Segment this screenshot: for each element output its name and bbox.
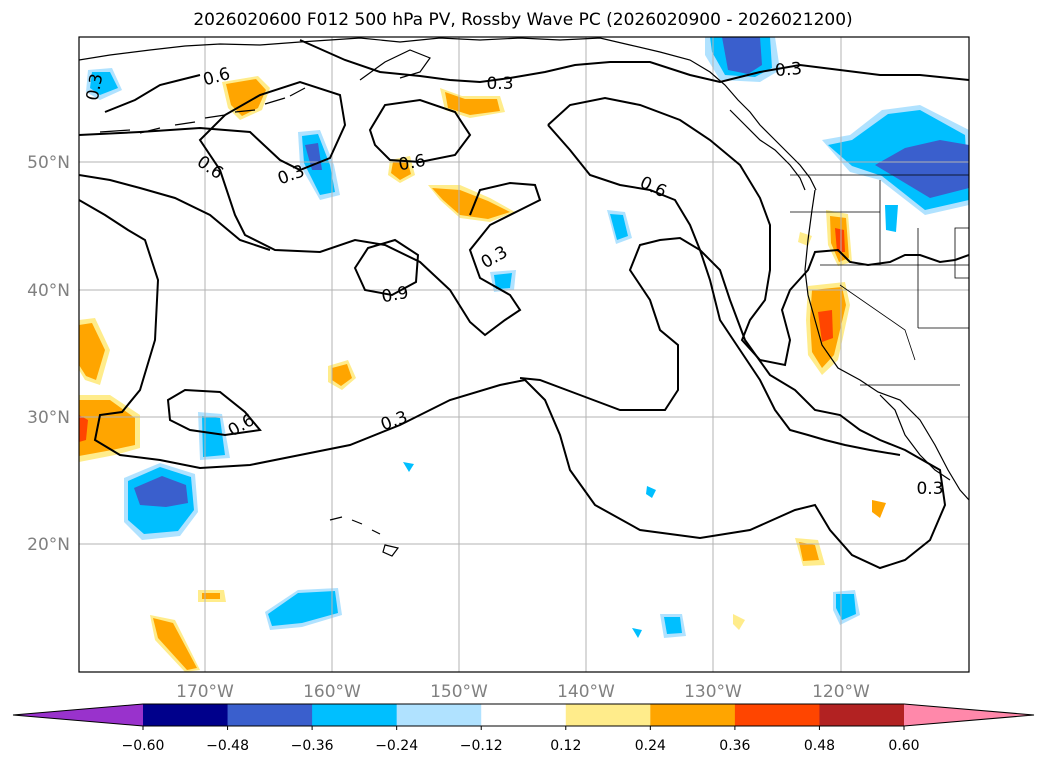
colorbar-segment: [312, 704, 398, 726]
colorbar-tick-label: −0.24: [375, 738, 418, 754]
pv-contour: [353, 238, 420, 297]
positive-anomaly: [799, 542, 819, 561]
negative-anomaly: [610, 214, 628, 240]
negative-anomaly: [268, 591, 338, 626]
anomaly-shading: [79, 37, 969, 672]
negative-anomaly: [90, 72, 118, 95]
contour-label: 0.3: [83, 72, 107, 102]
hawaii: [329, 516, 400, 557]
negative-anomaly: [722, 37, 762, 74]
positive-anomaly: [733, 614, 745, 630]
negative-anomaly: [494, 273, 512, 289]
negative-anomaly: [875, 140, 969, 198]
alaska-coast: [79, 37, 817, 191]
negative-anomaly: [646, 486, 656, 498]
colorbar-tick-label: −0.36: [291, 738, 334, 754]
colorbar-segment: [143, 704, 229, 726]
colorbar-tick-label: 0.48: [804, 738, 835, 754]
colorbar-tick-label: 0.24: [635, 738, 666, 754]
positive-anomaly: [391, 160, 411, 180]
colorbar-segment: [819, 704, 905, 726]
positive-anomaly: [79, 323, 105, 380]
positive-anomaly: [432, 188, 510, 219]
positive-anomaly: [79, 415, 88, 442]
lon-tick-label: 120°W: [812, 682, 870, 702]
latitude-tick-labels: 50°N 40°N 30°N 20°N: [27, 153, 70, 555]
state-borders: [790, 180, 969, 386]
chart-title: 2026020600 F012 500 hPa PV, Rossby Wave …: [193, 10, 852, 30]
lat-tick-label: 30°N: [27, 408, 70, 428]
gridlines: [79, 37, 969, 672]
pv-contour: [79, 80, 542, 337]
pv-contour: [368, 98, 472, 164]
pv-contour: [79, 199, 947, 570]
contour-label: 0.9: [380, 283, 410, 307]
lon-tick-label: 140°W: [557, 682, 615, 702]
colorbar-segment: [734, 704, 820, 726]
lat-tick-label: 20°N: [27, 535, 70, 555]
positive-anomaly: [835, 228, 845, 252]
contour-label: 0.3: [774, 59, 803, 81]
contour-label: 0.3: [916, 479, 943, 499]
colorbar-segment: [227, 704, 313, 726]
coastlines: [79, 37, 969, 557]
colorbar-segment: [650, 704, 736, 726]
colorbar-segment: [396, 704, 482, 726]
pv-contour: [547, 96, 969, 367]
colorbar-tick-label: 0.60: [888, 738, 919, 754]
contour-label: 0.3: [486, 74, 513, 94]
negative-anomaly: [632, 628, 642, 638]
positive-anomaly: [818, 310, 833, 342]
bc-coast: [729, 109, 806, 191]
positive-anomaly: [332, 364, 352, 386]
positive-anomaly: [79, 400, 135, 456]
colorbar-segment: [565, 704, 651, 726]
colorbar-tick-label: 0.36: [719, 738, 750, 754]
negative-anomaly: [202, 416, 225, 457]
positive-anomaly: [226, 79, 266, 116]
lon-tick-label: 170°W: [176, 682, 234, 702]
colorbar-extend-min: [13, 704, 143, 726]
colorbar-tick-labels: −0.60 −0.48 −0.36 −0.24 −0.12 0.12 0.24 0.36 0.4…: [122, 726, 920, 754]
pv-contour: [79, 174, 271, 251]
map-panel: 0.3 0.6 0.6 0.3 0.6 0.6 0.3 0.3 0.9 0.6 …: [78, 36, 970, 673]
lon-tick-label: 150°W: [430, 682, 488, 702]
negative-anomaly: [885, 205, 898, 232]
pv-contour: [166, 388, 262, 437]
map-frame: [78, 36, 970, 673]
colorbar-extend-max: [904, 704, 1034, 726]
kodiak-coast: [359, 49, 431, 81]
negative-anomaly: [403, 462, 414, 472]
negative-anomaly: [134, 476, 188, 507]
colorbar: [12, 703, 1035, 727]
baja-coast: [879, 394, 951, 481]
positive-anomaly: [872, 500, 886, 518]
pv-contour: [299, 39, 969, 84]
positive-anomaly: [202, 593, 220, 599]
colorbar-tick-label: 0.12: [550, 738, 581, 754]
pv-contours: [79, 39, 969, 570]
lat-tick-label: 50°N: [27, 153, 70, 173]
pv-contour: [104, 74, 201, 113]
pv-contour: [547, 124, 901, 456]
us-west-coast: [804, 189, 969, 501]
longitude-tick-labels: 170°W 160°W 150°W 140°W 130°W 120°W: [176, 682, 870, 702]
negative-anomaly: [664, 617, 682, 634]
colorbar-tick-label: −0.12: [460, 738, 503, 754]
colorbar-segment: [481, 704, 567, 726]
positive-anomaly: [153, 618, 197, 670]
lat-tick-label: 40°N: [27, 281, 70, 301]
contour-label: 0.6: [397, 151, 427, 175]
colorbar-tick-label: −0.60: [122, 738, 165, 754]
lon-tick-label: 130°W: [684, 682, 742, 702]
colorbar-tick-label: −0.48: [206, 738, 249, 754]
lon-tick-label: 160°W: [303, 682, 361, 702]
